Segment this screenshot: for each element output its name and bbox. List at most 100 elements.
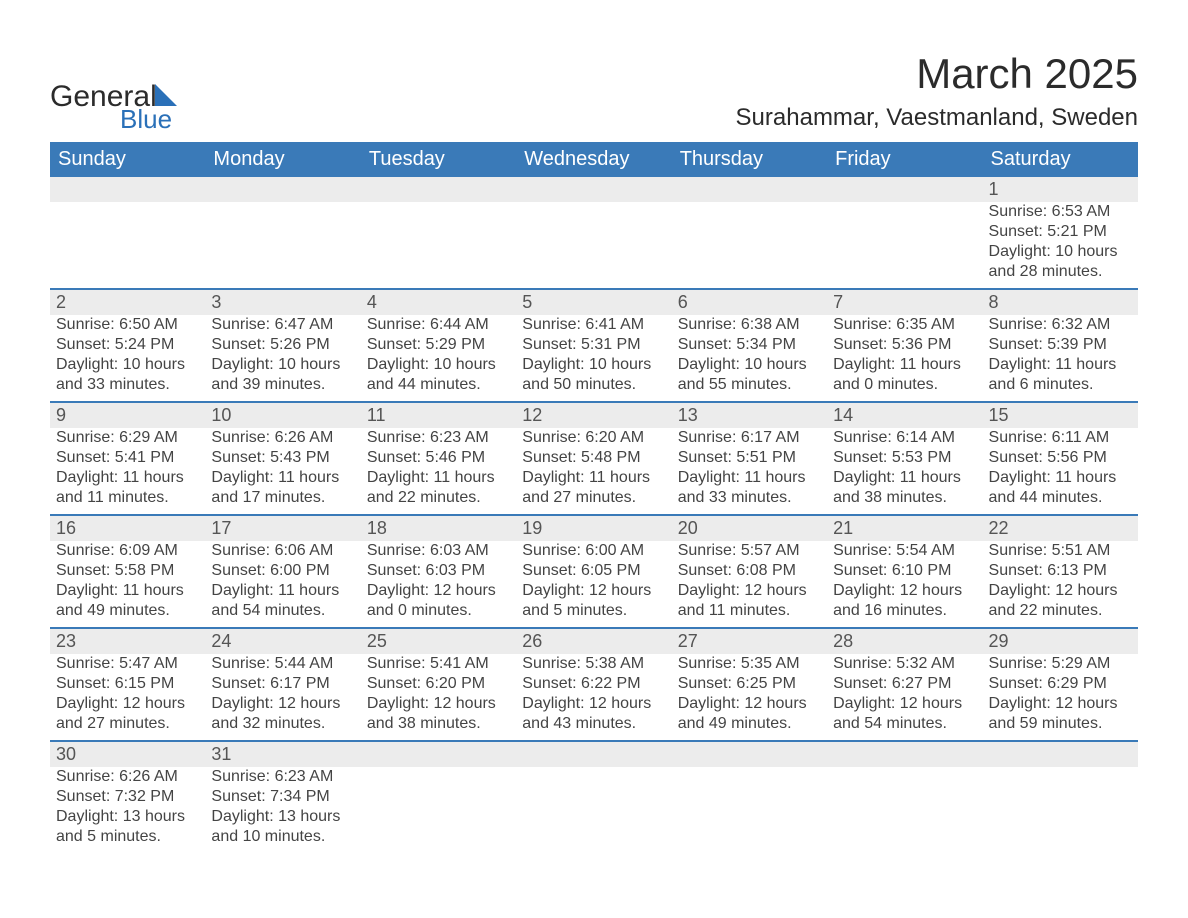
sunrise-text: Sunrise: 5:44 AM (211, 654, 354, 674)
daylight-text: and 27 minutes. (56, 714, 199, 734)
daylight-text: and 54 minutes. (833, 714, 976, 734)
day-number-cell: 8 (983, 289, 1138, 315)
day-number-cell: 14 (827, 402, 982, 428)
day-number-cell: 5 (516, 289, 671, 315)
daylight-text: Daylight: 12 hours (522, 581, 665, 601)
day-number-cell (516, 177, 671, 202)
day-number-cell: 31 (205, 741, 360, 767)
day-detail-cell: Sunrise: 6:35 AMSunset: 5:36 PMDaylight:… (827, 315, 982, 402)
sunrise-text: Sunrise: 6:11 AM (989, 428, 1132, 448)
sunset-text: Sunset: 5:24 PM (56, 335, 199, 355)
day-number: 28 (833, 631, 853, 651)
sunrise-text: Sunrise: 5:29 AM (989, 654, 1132, 674)
daylight-text: Daylight: 12 hours (989, 581, 1132, 601)
day-number-cell: 27 (672, 628, 827, 654)
daylight-text: and 27 minutes. (522, 488, 665, 508)
day-detail-cell: Sunrise: 6:29 AMSunset: 5:41 PMDaylight:… (50, 428, 205, 515)
day-detail-cell: Sunrise: 6:17 AMSunset: 5:51 PMDaylight:… (672, 428, 827, 515)
sunrise-text: Sunrise: 6:29 AM (56, 428, 199, 448)
daylight-text: Daylight: 11 hours (989, 355, 1132, 375)
daylight-text: and 50 minutes. (522, 375, 665, 395)
daylight-text: and 0 minutes. (833, 375, 976, 395)
sunset-text: Sunset: 6:15 PM (56, 674, 199, 694)
day-number-row: 2345678 (50, 289, 1138, 315)
day-detail-cell (516, 767, 671, 853)
sunrise-text: Sunrise: 6:03 AM (367, 541, 510, 561)
sunset-text: Sunset: 6:08 PM (678, 561, 821, 581)
day-detail-row: Sunrise: 6:29 AMSunset: 5:41 PMDaylight:… (50, 428, 1138, 515)
sunset-text: Sunset: 7:34 PM (211, 787, 354, 807)
day-number-cell: 7 (827, 289, 982, 315)
daylight-text: and 49 minutes. (678, 714, 821, 734)
day-number-row: 16171819202122 (50, 515, 1138, 541)
sunrise-text: Sunrise: 5:35 AM (678, 654, 821, 674)
sunset-text: Sunset: 6:20 PM (367, 674, 510, 694)
sunset-text: Sunset: 5:56 PM (989, 448, 1132, 468)
sunrise-text: Sunrise: 6:06 AM (211, 541, 354, 561)
day-number-row: 1 (50, 177, 1138, 202)
day-number-cell: 21 (827, 515, 982, 541)
weekday-header: Monday (205, 142, 360, 177)
day-detail-cell (827, 767, 982, 853)
day-number: 26 (522, 631, 542, 651)
daylight-text: Daylight: 13 hours (211, 807, 354, 827)
day-number-cell (827, 741, 982, 767)
daylight-text: and 5 minutes. (56, 827, 199, 847)
sunset-text: Sunset: 6:27 PM (833, 674, 976, 694)
daylight-text: Daylight: 11 hours (211, 468, 354, 488)
sunset-text: Sunset: 5:21 PM (989, 222, 1132, 242)
day-number-cell: 18 (361, 515, 516, 541)
day-number: 18 (367, 518, 387, 538)
daylight-text: and 10 minutes. (211, 827, 354, 847)
day-number: 23 (56, 631, 76, 651)
sunrise-text: Sunrise: 6:26 AM (56, 767, 199, 787)
sunset-text: Sunset: 6:29 PM (989, 674, 1132, 694)
daylight-text: and 39 minutes. (211, 375, 354, 395)
day-detail-row: Sunrise: 6:09 AMSunset: 5:58 PMDaylight:… (50, 541, 1138, 628)
sunset-text: Sunset: 5:39 PM (989, 335, 1132, 355)
day-number: 19 (522, 518, 542, 538)
daylight-text: and 38 minutes. (367, 714, 510, 734)
day-number-cell: 12 (516, 402, 671, 428)
day-detail-cell: Sunrise: 5:38 AMSunset: 6:22 PMDaylight:… (516, 654, 671, 741)
day-number: 31 (211, 744, 231, 764)
title-block: March 2025 Surahammar, Vaestmanland, Swe… (736, 50, 1138, 132)
sunset-text: Sunset: 5:26 PM (211, 335, 354, 355)
day-number-cell: 24 (205, 628, 360, 654)
daylight-text: Daylight: 12 hours (833, 581, 976, 601)
sunset-text: Sunset: 5:36 PM (833, 335, 976, 355)
day-detail-cell (672, 202, 827, 289)
sunset-text: Sunset: 5:41 PM (56, 448, 199, 468)
daylight-text: Daylight: 10 hours (989, 242, 1132, 262)
sunrise-text: Sunrise: 6:14 AM (833, 428, 976, 448)
sunset-text: Sunset: 5:29 PM (367, 335, 510, 355)
logo: General Blue (50, 82, 177, 132)
sunrise-text: Sunrise: 5:32 AM (833, 654, 976, 674)
day-number: 1 (989, 179, 999, 199)
weekday-header-row: Sunday Monday Tuesday Wednesday Thursday… (50, 142, 1138, 177)
sunrise-text: Sunrise: 6:44 AM (367, 315, 510, 335)
day-detail-cell (361, 202, 516, 289)
daylight-text: Daylight: 13 hours (56, 807, 199, 827)
weekday-header: Saturday (983, 142, 1138, 177)
day-detail-cell: Sunrise: 6:32 AMSunset: 5:39 PMDaylight:… (983, 315, 1138, 402)
day-number: 29 (989, 631, 1009, 651)
day-number-cell: 11 (361, 402, 516, 428)
sunset-text: Sunset: 7:32 PM (56, 787, 199, 807)
day-detail-cell: Sunrise: 6:14 AMSunset: 5:53 PMDaylight:… (827, 428, 982, 515)
daylight-text: and 28 minutes. (989, 262, 1132, 282)
day-number-row: 3031 (50, 741, 1138, 767)
daylight-text: Daylight: 11 hours (989, 468, 1132, 488)
day-number: 8 (989, 292, 999, 312)
day-detail-cell: Sunrise: 5:44 AMSunset: 6:17 PMDaylight:… (205, 654, 360, 741)
daylight-text: Daylight: 10 hours (522, 355, 665, 375)
sunrise-text: Sunrise: 6:41 AM (522, 315, 665, 335)
daylight-text: Daylight: 10 hours (211, 355, 354, 375)
daylight-text: Daylight: 11 hours (56, 468, 199, 488)
day-number-cell (672, 177, 827, 202)
sunrise-text: Sunrise: 6:38 AM (678, 315, 821, 335)
weekday-header: Wednesday (516, 142, 671, 177)
day-detail-cell (983, 767, 1138, 853)
sunrise-text: Sunrise: 6:20 AM (522, 428, 665, 448)
day-number: 13 (678, 405, 698, 425)
